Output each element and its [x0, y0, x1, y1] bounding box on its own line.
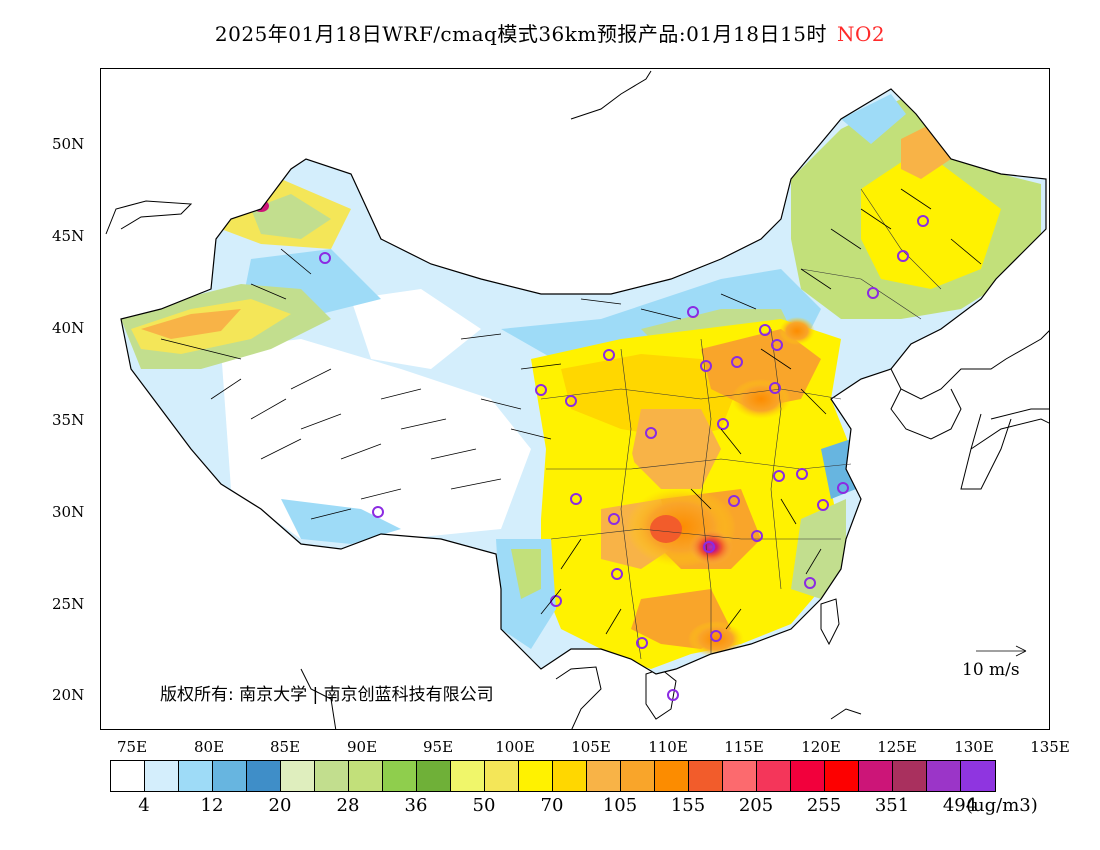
lat-label-20n: 20N [52, 686, 85, 704]
lon-label-105e: 105E [571, 738, 611, 756]
legend-tick-label: 494 [942, 795, 978, 816]
map-canvas [105, 70, 1049, 729]
city-markers [319, 215, 929, 701]
legend-swatch [383, 761, 417, 791]
lon-label-115e: 115E [724, 738, 764, 756]
lat-label-40n: 40N [52, 319, 85, 337]
legend-tick-label: 36 [404, 795, 428, 816]
legend-swatch [111, 761, 145, 791]
legend-swatch [927, 761, 961, 791]
lon-label-75e: 75E [116, 738, 148, 756]
legend-swatch [655, 761, 689, 791]
lat-label-50n: 50N [52, 135, 85, 153]
title-text: 2025年01月18日WRF/cmaq模式36km预报产品:01月18日15时 [214, 22, 827, 46]
legend-swatch [961, 761, 995, 791]
lon-label-135e: 135E [1030, 738, 1070, 756]
legend-swatch [451, 761, 485, 791]
legend-swatch [315, 761, 349, 791]
legend-tick-label: 12 [200, 795, 224, 816]
legend-swatch [893, 761, 927, 791]
lat-label-25n: 25N [52, 595, 85, 613]
legend-swatch [553, 761, 587, 791]
legend-tick-label: 4 [138, 795, 150, 816]
legend-swatch [349, 761, 383, 791]
province-boundaries [540, 188, 942, 660]
legend-swatch [281, 761, 315, 791]
wind-reference-label: 10 m/s [962, 660, 1020, 680]
lon-label-125e: 125E [877, 738, 917, 756]
legend-swatch [519, 761, 553, 791]
legend-tick-label: 28 [336, 795, 360, 816]
legend-swatch [621, 761, 655, 791]
lat-label-35n: 35N [52, 411, 85, 429]
legend-swatch [145, 761, 179, 791]
legend-tick-label: 50 [472, 795, 496, 816]
legend-swatch [247, 761, 281, 791]
chart-title: 2025年01月18日WRF/cmaq模式36km预报产品:01月18日15时 N… [0, 18, 1100, 47]
lon-label-80e: 80E [193, 738, 225, 756]
color-legend [110, 760, 996, 792]
lon-label-110e: 110E [648, 738, 688, 756]
legend-swatch [723, 761, 757, 791]
legend-tick-label: 255 [806, 795, 842, 816]
forecast-map[interactable] [100, 68, 1050, 730]
wind-vectors [160, 188, 1027, 657]
legend-swatch [791, 761, 825, 791]
legend-swatch [485, 761, 519, 791]
lon-label-130e: 130E [954, 738, 994, 756]
lat-label-45n: 45N [52, 227, 85, 245]
lon-label-120e: 120E [801, 738, 841, 756]
legend-tick-label: 105 [602, 795, 638, 816]
legend-tick-label: 155 [670, 795, 706, 816]
legend-tick-label: 70 [540, 795, 564, 816]
lon-label-90e: 90E [346, 738, 378, 756]
legend-tick-label: 20 [268, 795, 292, 816]
legend-swatch [213, 761, 247, 791]
pollutant-label: NO2 [836, 22, 886, 46]
china-border [120, 88, 1047, 675]
legend-swatch [587, 761, 621, 791]
legend-swatch [757, 761, 791, 791]
copyright-credit: 版权所有: 南京大学 | 南京创蓝科技有限公司 [160, 685, 494, 705]
legend-swatch [859, 761, 893, 791]
legend-swatch [689, 761, 723, 791]
lat-label-30n: 30N [52, 503, 85, 521]
legend-swatch [417, 761, 451, 791]
legend-swatch [825, 761, 859, 791]
lon-label-85e: 85E [269, 738, 301, 756]
lon-label-95e: 95E [422, 738, 454, 756]
legend-swatch [179, 761, 213, 791]
unit-label: (ug/m3) [966, 795, 1038, 816]
lon-label-100e: 100E [495, 738, 535, 756]
legend-tick-label: 205 [738, 795, 774, 816]
legend-tick-label: 351 [874, 795, 910, 816]
